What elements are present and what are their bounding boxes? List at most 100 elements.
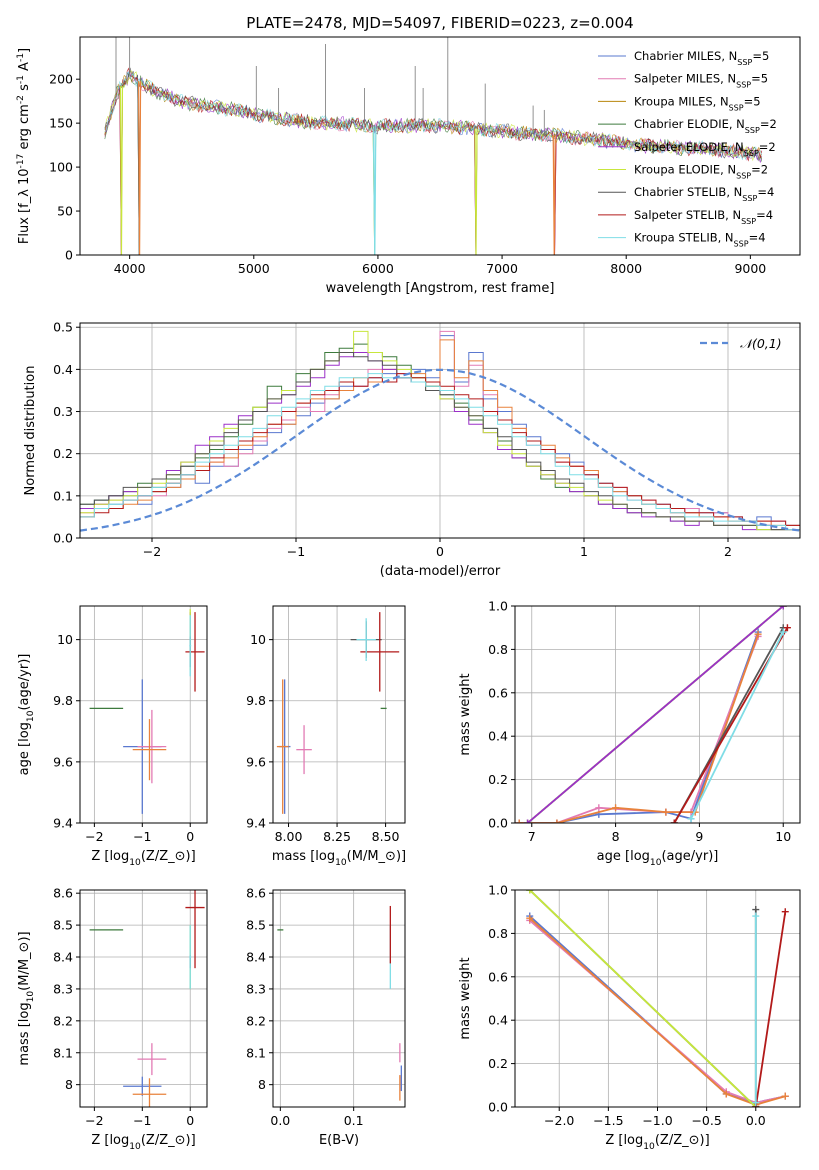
x-tick-label: −1: [287, 544, 305, 559]
grid-lines: [80, 890, 207, 1107]
residuals-histogram: −2 −1 0 1 2 0.0 0.1 0.2 0.3 0.4 0.5 (data-model)/er…: [23, 320, 801, 579]
x-tick-label: 8: [612, 829, 620, 844]
grid-lines: [273, 890, 405, 1107]
y-tick-label: 0.0: [53, 531, 73, 546]
y-axis-label: Normed distribution: [23, 366, 38, 496]
y-axis-label: mass weight: [458, 957, 473, 1039]
plot-area: [104, 37, 763, 255]
mass-weight-line: [527, 606, 784, 823]
y-tick-label: 8.5: [246, 918, 266, 933]
data-marker: [595, 804, 603, 812]
y-tick-label: 100: [49, 160, 73, 175]
axes-frame: [79, 889, 208, 1108]
spectrum-legend: Chabrier MILES, NSSP=5 Salpeter MILES, NS…: [598, 49, 777, 248]
mass-weight-vs-metallicity-plot: −2.0 −1.5 −1.0 −0.5 0.0 0.0 0.2 0.4 0.6 0.8 1.0 Z […: [458, 883, 801, 1152]
y-tick-label: 0.1: [53, 488, 73, 503]
y-tick-label: 0.4: [53, 362, 73, 377]
y-tick-label: 8: [65, 1077, 73, 1092]
mass-weight-line: [519, 631, 759, 823]
y-tick-label: 0.6: [488, 685, 508, 700]
x-tick-label: −2: [85, 829, 103, 844]
histogram-step: [80, 373, 800, 531]
axes-frame: [79, 605, 208, 824]
y-tick-label: 8.4: [246, 950, 266, 965]
x-tick-label: 2: [724, 544, 732, 559]
x-axis-label: wavelength [Angstrom, rest frame]: [326, 281, 555, 296]
age-vs-mass-plot: 8.00 8.25 8.50 9.4 9.6 9.8 10 mass [log10(M/M_⊙…: [246, 605, 406, 868]
data-marker: [553, 819, 561, 823]
x-tick-label: 8.25: [323, 829, 351, 844]
absorption-dip: [373, 126, 377, 255]
ticks: −2 −1 0 9.4 9.6 9.8 10: [53, 632, 194, 844]
ticks: −2.0 −1.5 −1.0 −0.5 0.0 0.0 0.2 0.4 0.6 0.8 1.0: [488, 883, 766, 1129]
x-tick-label: 9000: [734, 261, 766, 276]
plot-area: [515, 606, 791, 823]
figure-title: PLATE=2478, MJD=54097, FIBERID=0223, z=0…: [246, 14, 633, 32]
ticks: 4000 5000 6000 7000 8000 9000 0 50 100 150 200: [49, 72, 766, 276]
x-tick-label: 0: [436, 544, 444, 559]
legend-entry: Salpeter STELIB, NSSP=4: [634, 208, 773, 226]
data-marker: [779, 628, 787, 636]
y-tick-label: 50: [57, 204, 73, 219]
y-tick-label: 0.4: [488, 729, 508, 744]
y-tick-label: 0.6: [488, 969, 508, 984]
x-tick-label: 8.50: [372, 829, 400, 844]
data-marker: [612, 804, 620, 812]
x-tick-label: −1: [133, 829, 151, 844]
legend-entry: Kroupa ELODIE, NSSP=2: [634, 163, 768, 181]
x-tick-label: −2: [85, 1113, 103, 1128]
y-tick-label: 8.3: [246, 981, 266, 996]
y-tick-label: 1.0: [488, 599, 508, 614]
x-tick-label: −2.0: [544, 1113, 574, 1128]
legend-entry: Kroupa STELIB, NSSP=4: [634, 231, 766, 249]
y-tick-label: 8.3: [53, 981, 73, 996]
plot-area: [277, 905, 402, 1101]
data-marker: [781, 1092, 789, 1100]
mass-weight-line: [690, 631, 785, 820]
data-marker: [670, 819, 678, 823]
y-tick-label: 0.5: [53, 320, 73, 335]
x-tick-label: 5000: [238, 261, 270, 276]
data-marker: [687, 815, 695, 823]
mass-weight-line: [754, 911, 787, 1107]
y-tick-label: 0.0: [488, 816, 508, 831]
x-tick-label: 0.0: [270, 1113, 290, 1128]
data-marker: [779, 606, 787, 610]
axes-frame: [272, 605, 406, 824]
y-tick-label: 0.3: [53, 404, 73, 419]
x-tick-label: 0: [186, 829, 194, 844]
absorption-dip: [119, 86, 124, 255]
x-axis-label: mass [log10(M/M_⊙)]: [272, 849, 406, 868]
ticks: 7 8 9 10 0.0 0.2 0.4 0.6 0.8 1.0: [488, 599, 791, 845]
x-axis-label: Z [log10(Z/Z_⊙)]: [91, 849, 195, 868]
y-tick-label: 150: [49, 116, 73, 131]
y-tick-label: 0.2: [488, 1056, 508, 1071]
y-tick-label: 8: [258, 1077, 266, 1092]
y-tick-label: 0.8: [488, 642, 508, 657]
axes-frame: [514, 605, 801, 824]
data-marker: [752, 912, 760, 920]
ticks: 8.00 8.25 8.50 9.4 9.6 9.8 10: [246, 632, 399, 844]
x-axis-label: age [log10(age/yr)]: [597, 849, 719, 868]
legend-entry: Salpeter ELODIE, NSSP=2: [634, 140, 776, 158]
data-marker: [752, 1099, 760, 1107]
y-tick-label: 8.1: [246, 1045, 266, 1060]
data-marker: [515, 819, 523, 823]
data-marker: [722, 1090, 730, 1098]
y-tick-label: 9.4: [53, 816, 73, 831]
y-axis-label: mass [log10(M/M_⊙)]: [17, 931, 36, 1065]
legend-entry: 𝒩(0,1): [740, 336, 782, 351]
age-vs-metallicity-plot: −2 −1 0 9.4 9.6 9.8 10 Z [log10(Z/Z_⊙)] age [log…: [17, 605, 208, 868]
mass-weight-vs-age-plot: 7 8 9 10 0.0 0.2 0.4 0.6 0.8 1.0 age [log10(age/yr…: [458, 599, 801, 868]
mass-vs-metallicity-plot: −2 −1 0 8 8.1 8.2 8.3 8.4 8.5 8.6 Z [log10(Z/Z_⊙)]…: [17, 886, 208, 1152]
y-axis-label: age [log10(age/yr)]: [17, 654, 36, 776]
spectrum-plot: 4000 5000 6000 7000 8000 9000 0 50 100 150 200 wave…: [16, 36, 801, 296]
y-tick-label: 0: [65, 248, 73, 263]
x-tick-label: 0.0: [746, 1113, 766, 1128]
plot-area: [89, 890, 205, 1107]
normal-reference-curve: [80, 368, 800, 532]
data-marker: [526, 890, 534, 894]
ticks: 0.0 0.1 8 8.1 8.2 8.3 8.4 8.5 8.6: [246, 886, 364, 1128]
y-tick-label: 0.2: [488, 772, 508, 787]
